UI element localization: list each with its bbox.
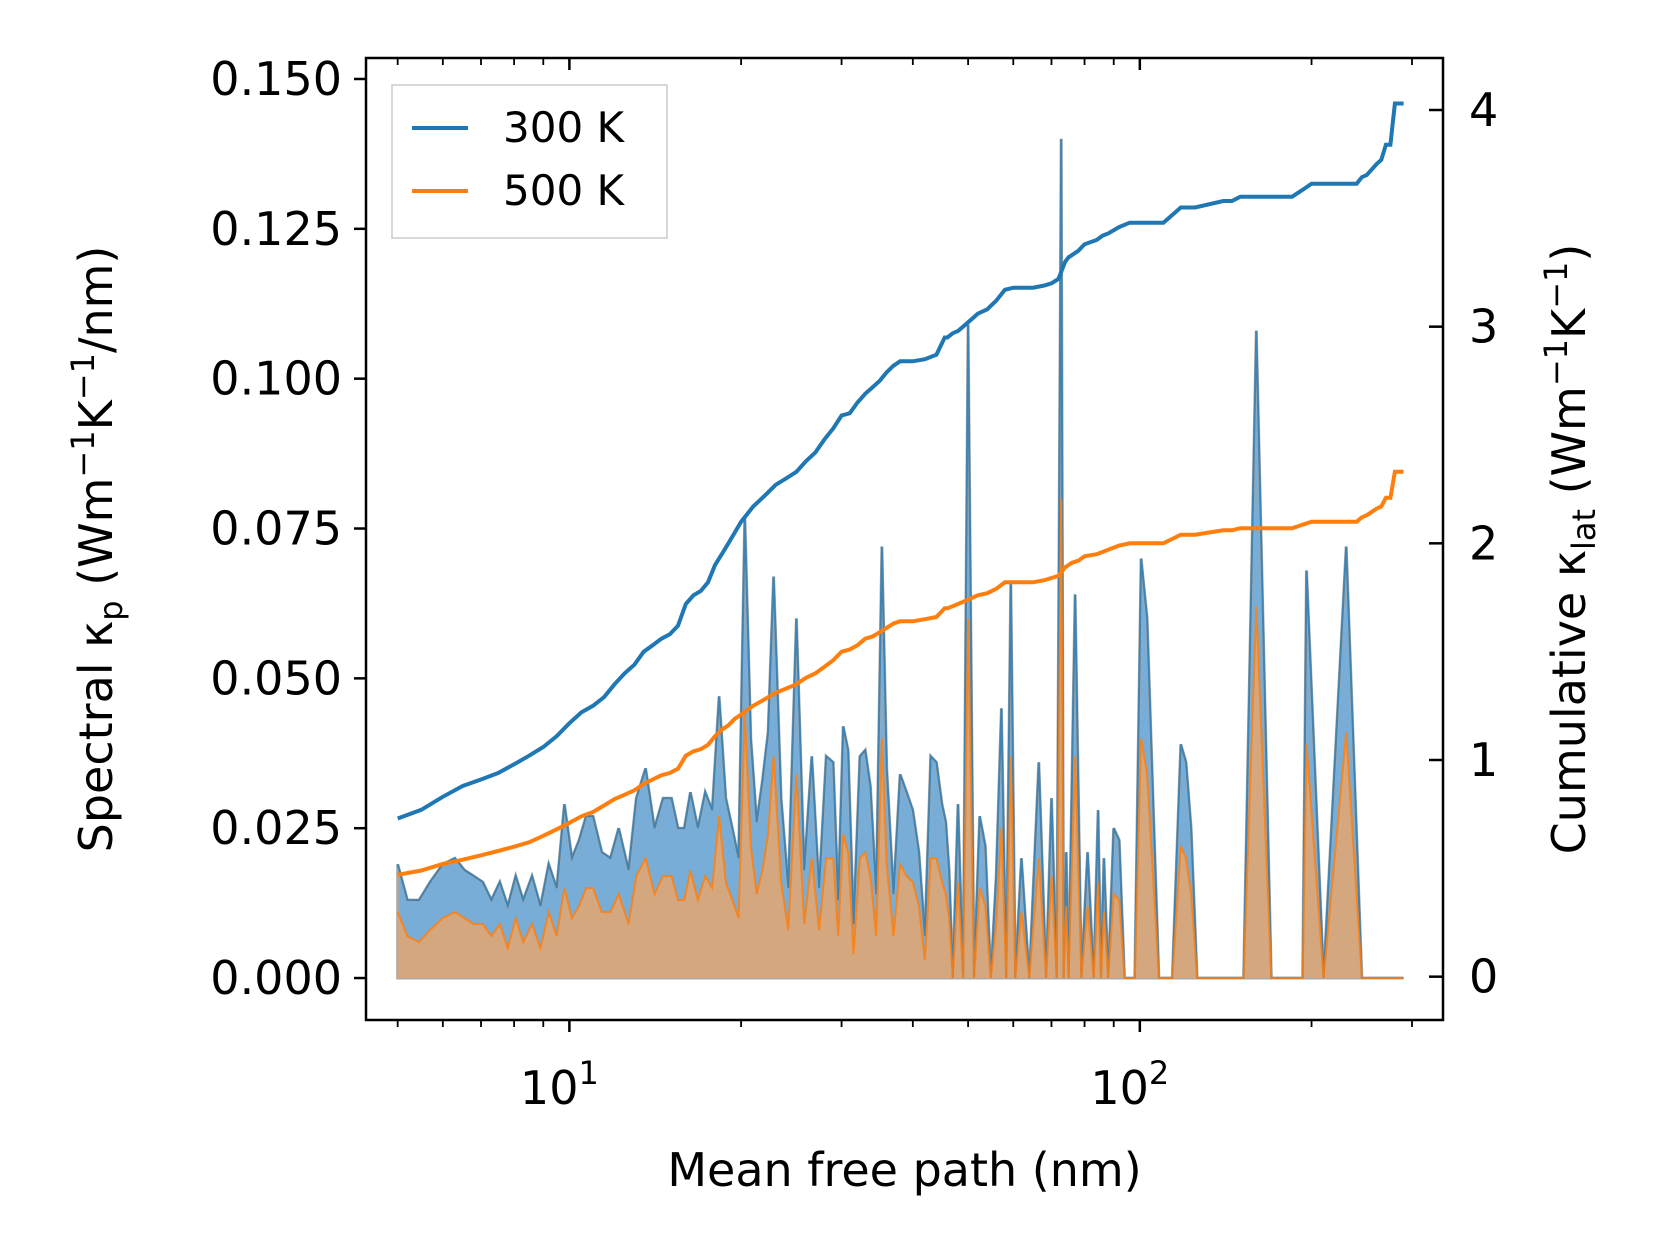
- right-y-tick-label: 1: [1469, 733, 1498, 787]
- spectral-500k-line: [396, 498, 1404, 979]
- right-y-tick-label: 4: [1469, 83, 1498, 137]
- x-tick-label-base: 10: [520, 1061, 579, 1115]
- x-tick-label-base: 10: [1090, 1061, 1149, 1115]
- spectral-500k-fill: [397, 498, 1404, 978]
- left-y-tick-label: 0.100: [210, 352, 342, 406]
- x-axis-title: Mean free path (nm): [667, 1143, 1141, 1197]
- legend-box: [391, 84, 668, 239]
- right-y-tick-label: 3: [1469, 300, 1498, 354]
- x-tick-label-exp: 2: [1149, 1054, 1169, 1092]
- right-y-title-pre: Cumulative κ: [1542, 550, 1596, 854]
- x-tick-label-exp: 1: [578, 1054, 598, 1092]
- cumulative-500k-line: [397, 469, 1404, 877]
- left-y-title-sup2: −1: [64, 353, 102, 400]
- x-tick-label: 102: [1090, 1054, 1169, 1115]
- left-y-title-sup1: −1: [64, 430, 102, 477]
- left-y-tick-label: 0.150: [210, 52, 342, 106]
- x-tick-label: 101: [520, 1054, 599, 1115]
- cumulative-300k-line: [397, 101, 1404, 821]
- plot-area: [396, 101, 1404, 980]
- left-y-tick-label: 0.125: [210, 202, 342, 256]
- legend-label-300k: 300 K: [503, 103, 626, 152]
- right-y-tick-label: 0: [1469, 950, 1498, 1004]
- right-y-axis-title: Cumulative κlat (Wm−1K−1): [1537, 244, 1603, 855]
- left-y-axis-title: Spectral κp (Wm−1K−1/nm): [64, 246, 130, 853]
- left-y-title-post: /nm): [69, 246, 123, 353]
- legend: 300 K 500 K: [391, 84, 668, 239]
- right-y-title-mid: (Wm: [1542, 386, 1596, 509]
- left-y-tick-label: 0.050: [210, 651, 342, 705]
- right-y-title-k: K: [1542, 307, 1596, 339]
- ticks: 0.000 0.025 0.050 0.075 0.100 0.125 0.150 0 1 2 3 4…: [210, 52, 1498, 1115]
- right-y-title-sup2: −1: [1537, 262, 1575, 309]
- left-y-tick-label: 0.000: [210, 951, 342, 1005]
- right-y-title-post: ): [1542, 244, 1596, 262]
- left-y-title-sub: p: [92, 600, 130, 620]
- left-y-title-k: K: [69, 398, 123, 430]
- left-y-tick-label: 0.075: [210, 502, 342, 556]
- right-y-tick-label: 2: [1469, 516, 1498, 570]
- right-y-title-sup1: −1: [1537, 339, 1575, 386]
- left-y-title-mid: (Wm: [69, 478, 123, 601]
- right-y-title-sub: lat: [1565, 509, 1603, 550]
- left-y-title-pre: Spectral κ: [69, 621, 123, 853]
- legend-label-500k: 500 K: [503, 166, 626, 215]
- left-y-tick-label: 0.025: [210, 801, 342, 855]
- plot-frame: [364, 56, 1445, 1022]
